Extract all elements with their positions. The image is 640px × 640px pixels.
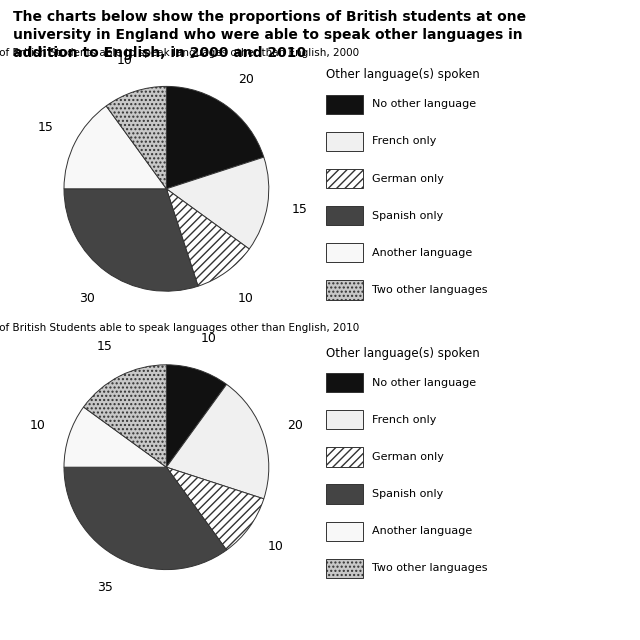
FancyBboxPatch shape	[326, 447, 363, 467]
FancyBboxPatch shape	[326, 522, 363, 541]
FancyBboxPatch shape	[326, 206, 363, 225]
Text: 15: 15	[292, 204, 308, 216]
Text: 10: 10	[116, 54, 132, 67]
Wedge shape	[64, 467, 227, 570]
Wedge shape	[106, 86, 166, 189]
FancyBboxPatch shape	[326, 280, 363, 300]
Text: 10: 10	[268, 540, 284, 553]
Text: German only: German only	[372, 173, 444, 184]
Text: 30: 30	[79, 292, 95, 305]
Text: French only: French only	[372, 415, 436, 425]
FancyBboxPatch shape	[326, 410, 363, 429]
Text: Other language(s) spoken: Other language(s) spoken	[326, 347, 480, 360]
Text: Spanish only: Spanish only	[372, 211, 444, 221]
Text: 20: 20	[238, 73, 254, 86]
Text: Other language(s) spoken: Other language(s) spoken	[326, 68, 480, 81]
Text: 15: 15	[97, 340, 113, 353]
FancyBboxPatch shape	[326, 95, 363, 114]
FancyBboxPatch shape	[326, 373, 363, 392]
FancyBboxPatch shape	[326, 243, 363, 262]
Text: 35: 35	[97, 581, 113, 594]
Text: 10: 10	[200, 332, 216, 345]
Text: % of British Students able to speak languages other than English, 2000: % of British Students able to speak lang…	[0, 48, 360, 58]
Text: Two other languages: Two other languages	[372, 563, 488, 573]
Wedge shape	[64, 407, 166, 467]
Text: The charts below show the proportions of British students at one
university in E: The charts below show the proportions of…	[13, 10, 526, 60]
Text: 20: 20	[287, 419, 303, 432]
Text: 15: 15	[38, 121, 54, 134]
Text: French only: French only	[372, 136, 436, 147]
Text: 10: 10	[30, 419, 46, 432]
Wedge shape	[166, 86, 264, 189]
FancyBboxPatch shape	[326, 132, 363, 151]
Wedge shape	[84, 365, 166, 467]
FancyBboxPatch shape	[326, 559, 363, 578]
Wedge shape	[166, 365, 227, 467]
FancyBboxPatch shape	[326, 169, 363, 188]
Wedge shape	[166, 385, 269, 499]
Text: 10: 10	[238, 292, 254, 305]
FancyBboxPatch shape	[326, 484, 363, 504]
Text: % of British Students able to speak languages other than English, 2010: % of British Students able to speak lang…	[0, 323, 360, 333]
Text: Another language: Another language	[372, 248, 472, 258]
Wedge shape	[166, 157, 269, 249]
Wedge shape	[64, 106, 166, 189]
Wedge shape	[166, 467, 264, 550]
Text: No other language: No other language	[372, 99, 476, 109]
Wedge shape	[64, 189, 198, 291]
Text: Two other languages: Two other languages	[372, 285, 488, 295]
Text: Another language: Another language	[372, 526, 472, 536]
Wedge shape	[166, 189, 249, 286]
Text: Spanish only: Spanish only	[372, 489, 444, 499]
Text: German only: German only	[372, 452, 444, 462]
Text: No other language: No other language	[372, 378, 476, 388]
